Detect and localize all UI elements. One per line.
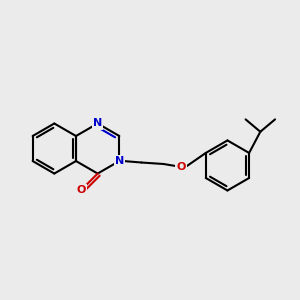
Text: N: N — [115, 156, 124, 166]
Text: O: O — [77, 185, 86, 195]
Text: O: O — [176, 162, 186, 172]
Text: N: N — [93, 118, 102, 128]
